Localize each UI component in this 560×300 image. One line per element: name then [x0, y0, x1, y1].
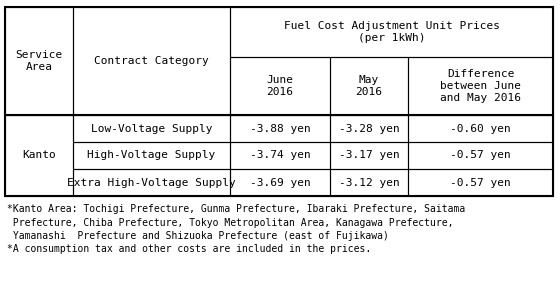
- Text: Yamanashi  Prefecture and Shizuoka Prefecture (east of Fujikawa): Yamanashi Prefecture and Shizuoka Prefec…: [7, 231, 389, 241]
- Text: -3.12 yen: -3.12 yen: [339, 178, 399, 188]
- Bar: [73, 169, 230, 196]
- Bar: [230, 142, 330, 169]
- Bar: [230, 115, 330, 142]
- Bar: [330, 142, 408, 169]
- Bar: [408, 115, 553, 142]
- Bar: [230, 7, 553, 57]
- Text: Contract Category: Contract Category: [94, 56, 209, 66]
- Text: Low-Voltage Supply: Low-Voltage Supply: [91, 124, 212, 134]
- Text: -3.17 yen: -3.17 yen: [339, 151, 399, 160]
- Bar: [73, 115, 230, 142]
- Text: *Kanto Area: Tochigi Prefecture, Gunma Prefecture, Ibaraki Prefecture, Saitama: *Kanto Area: Tochigi Prefecture, Gunma P…: [7, 204, 465, 214]
- Text: -0.57 yen: -0.57 yen: [450, 178, 511, 188]
- Text: High-Voltage Supply: High-Voltage Supply: [87, 151, 216, 160]
- Text: -3.69 yen: -3.69 yen: [250, 178, 310, 188]
- Text: Extra High-Voltage Supply: Extra High-Voltage Supply: [67, 178, 236, 188]
- Text: May
2016: May 2016: [356, 75, 382, 97]
- Text: Difference
between June
and May 2016: Difference between June and May 2016: [440, 69, 521, 103]
- Text: -3.28 yen: -3.28 yen: [339, 124, 399, 134]
- Text: -3.74 yen: -3.74 yen: [250, 151, 310, 160]
- Text: June
2016: June 2016: [267, 75, 293, 97]
- Text: Kanto: Kanto: [22, 151, 56, 160]
- Text: -0.60 yen: -0.60 yen: [450, 124, 511, 134]
- Text: Service
Area: Service Area: [15, 50, 63, 72]
- Bar: [230, 57, 330, 115]
- Bar: [408, 169, 553, 196]
- Bar: [330, 115, 408, 142]
- Bar: [330, 57, 408, 115]
- Bar: [330, 169, 408, 196]
- Text: -0.57 yen: -0.57 yen: [450, 151, 511, 160]
- Bar: [73, 142, 230, 169]
- Text: Fuel Cost Adjustment Unit Prices
(per 1kWh): Fuel Cost Adjustment Unit Prices (per 1k…: [283, 21, 500, 43]
- Text: -3.88 yen: -3.88 yen: [250, 124, 310, 134]
- Bar: [5, 7, 73, 115]
- Bar: [408, 57, 553, 115]
- Bar: [5, 7, 553, 196]
- Bar: [408, 142, 553, 169]
- Text: *A consumption tax and other costs are included in the prices.: *A consumption tax and other costs are i…: [7, 244, 371, 254]
- Bar: [230, 169, 330, 196]
- Text: Prefecture, Chiba Prefecture, Tokyo Metropolitan Area, Kanagawa Prefecture,: Prefecture, Chiba Prefecture, Tokyo Metr…: [7, 218, 454, 227]
- Bar: [5, 115, 73, 196]
- Bar: [73, 7, 230, 115]
